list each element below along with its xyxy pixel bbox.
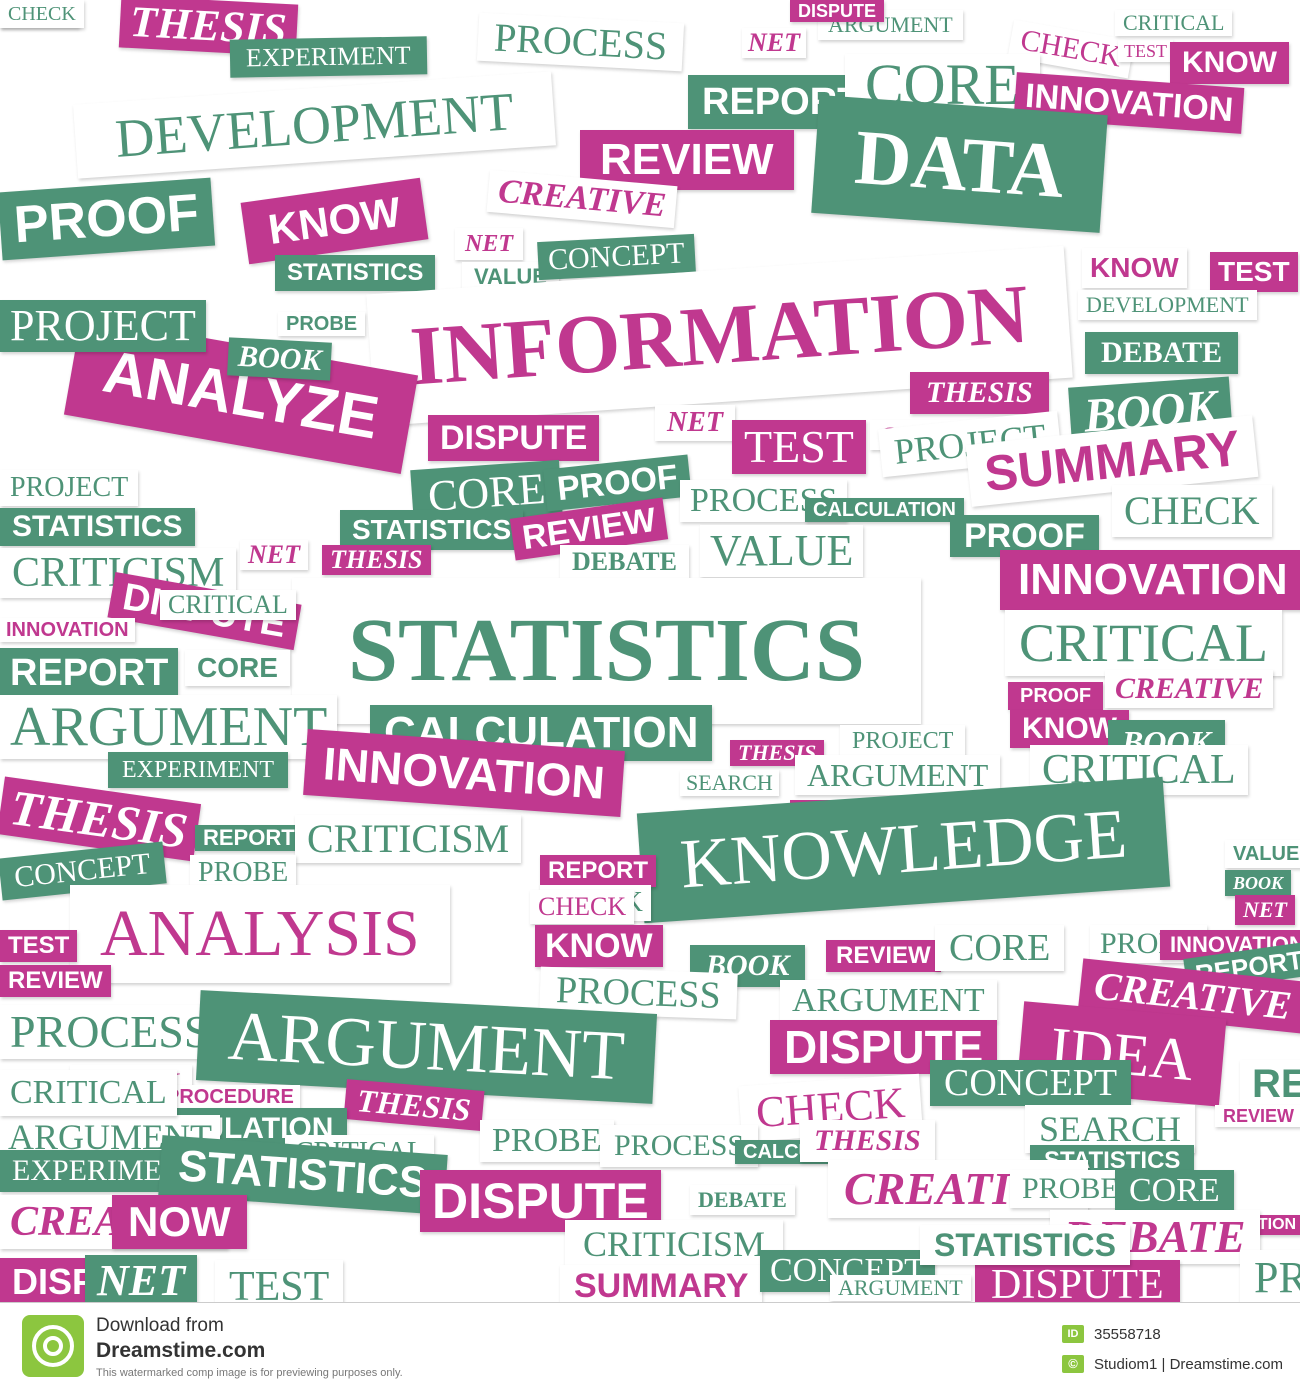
word-tile: CHECK xyxy=(530,890,635,924)
word-tile: STATISTICS xyxy=(0,508,195,546)
word-tile: STATISTICS xyxy=(340,510,524,550)
word-collage: THESIS PROCESS EXPERIMENT ARGUMENT DISPUTE NE… xyxy=(0,0,1300,1302)
id-badge: ID xyxy=(1062,1325,1084,1343)
word-tile: CORE xyxy=(185,650,290,686)
dreamstime-logo-icon xyxy=(22,1315,84,1377)
word-tile: INNOVATION xyxy=(1000,550,1300,610)
word-tile: KNOW xyxy=(1082,248,1187,288)
word-tile: PROCESS xyxy=(600,1125,759,1167)
author-credit: Studiom1 | Dreamstime.com xyxy=(1094,1356,1283,1373)
word-tile: KNOW xyxy=(535,925,663,967)
word-tile: CRITICAL xyxy=(1115,10,1233,36)
word-tile: REVIEW xyxy=(0,965,111,997)
word-tile: PROJECT xyxy=(0,470,139,506)
word-tile: PROCESS xyxy=(0,1005,220,1059)
word-tile: ARGUMENT xyxy=(795,755,1001,795)
word-tile: CHECK xyxy=(0,0,84,28)
word-tile: TEST xyxy=(732,420,866,474)
word-tile: ARGUMENT xyxy=(830,1275,971,1301)
copyright-badge: © xyxy=(1062,1355,1084,1373)
word-tile: EXPERIMENT xyxy=(229,36,427,78)
word-tile: CRITICISM xyxy=(295,815,522,863)
word-tile: INNOVATION xyxy=(0,618,135,642)
word-tile: PROBE xyxy=(1010,1170,1131,1208)
word-tile: CORE xyxy=(935,925,1065,971)
word-tile: PROCESS xyxy=(1240,1250,1300,1302)
word-tile: ANALYSIS xyxy=(70,885,450,983)
word-tile: NET xyxy=(655,405,735,441)
word-tile: TEST xyxy=(1210,252,1298,292)
disclaimer-text: This watermarked comp image is for previ… xyxy=(96,1367,403,1379)
watermark-footer: Download from Dreamstime.com This waterm… xyxy=(0,1302,1300,1391)
word-tile: CALCULATION xyxy=(805,498,964,522)
word-tile: REVIEW xyxy=(1215,1105,1300,1127)
word-tile: ARGUMENT xyxy=(818,10,963,40)
site-name[interactable]: Dreamstime.com xyxy=(96,1339,266,1362)
word-tile: NET xyxy=(85,1255,197,1302)
word-tile: NET xyxy=(1235,895,1295,925)
word-tile: PROCEDURE xyxy=(160,1085,300,1109)
word-tile: PROJECT xyxy=(840,725,966,757)
word-tile: PROJECT xyxy=(0,300,206,352)
word-tile: STATISTICS xyxy=(920,1225,1130,1265)
word-tile: REPORT xyxy=(0,648,179,698)
word-tile: STATISTICS xyxy=(292,578,921,724)
word-tile: CHECK xyxy=(1112,485,1272,537)
word-tile: DEBATE xyxy=(1085,332,1239,374)
word-tile: VALUE xyxy=(1225,840,1300,868)
word-tile: CRITICAL xyxy=(0,1070,177,1116)
word-tile: KNOWLEDGE xyxy=(636,776,1171,924)
word-tile: CREATIVE xyxy=(1105,670,1274,708)
word-tile: CRITICAL xyxy=(1005,610,1282,676)
word-tile: BOOK xyxy=(227,337,333,381)
word-tile: CRITICAL xyxy=(160,590,296,620)
word-tile: KNOW xyxy=(1170,42,1289,84)
word-tile: NET xyxy=(240,540,308,570)
word-tile: DEVELOPMENT xyxy=(73,71,556,179)
word-tile: ARGUMENT xyxy=(780,980,997,1022)
word-tile: THESIS xyxy=(322,545,431,575)
word-tile: BOOK xyxy=(1225,870,1292,896)
word-tile: EXPERIMENT xyxy=(108,752,288,788)
word-tile: TEST xyxy=(215,1260,344,1302)
word-tile: DEVELOPMENT xyxy=(1078,290,1257,320)
word-tile: REPORT xyxy=(1240,1060,1300,1108)
word-tile: NET xyxy=(455,228,523,260)
word-tile: THESIS xyxy=(910,372,1049,414)
word-tile: NOW xyxy=(112,1195,247,1249)
image-id: 35558718 xyxy=(1094,1326,1161,1343)
word-tile: DATA xyxy=(811,95,1109,233)
word-tile: PROCESS xyxy=(476,12,685,72)
word-tile: KNOW xyxy=(240,177,429,265)
word-tile: PROOF xyxy=(0,177,216,261)
word-tile: THESIS xyxy=(800,1120,935,1162)
word-tile: TEST xyxy=(0,930,78,962)
word-tile: DEBATE xyxy=(690,1185,795,1215)
word-tile: CRITICISM xyxy=(565,1220,784,1268)
word-tile: CONCEPT xyxy=(930,1060,1132,1106)
word-tile: DISPUTE xyxy=(975,1260,1180,1302)
word-tile: SUMMARY xyxy=(560,1265,763,1302)
word-tile: PROBE xyxy=(480,1120,614,1162)
word-tile: SEARCH xyxy=(680,770,779,796)
word-tile: DISPUTE xyxy=(428,415,600,461)
word-tile: DISPUTE xyxy=(420,1170,661,1232)
word-tile: DEBATE xyxy=(560,545,689,579)
word-tile: VALUE xyxy=(700,525,864,577)
word-tile: TEST xyxy=(1118,40,1173,62)
word-tile: NET xyxy=(742,28,806,58)
word-tile: CORE xyxy=(1115,1170,1234,1212)
download-from-text: Download from xyxy=(96,1315,224,1336)
word-tile: REVIEW xyxy=(826,940,941,972)
word-tile: PROOF xyxy=(1008,682,1104,710)
word-tile: DISPUTE xyxy=(790,0,885,22)
word-tile: ARGUMENT xyxy=(0,695,338,759)
word-tile: REPORT xyxy=(195,825,303,851)
word-tile: REPORT xyxy=(540,855,657,887)
word-tile: PROBE xyxy=(278,312,366,336)
word-tile: STATISTICS xyxy=(275,255,436,291)
